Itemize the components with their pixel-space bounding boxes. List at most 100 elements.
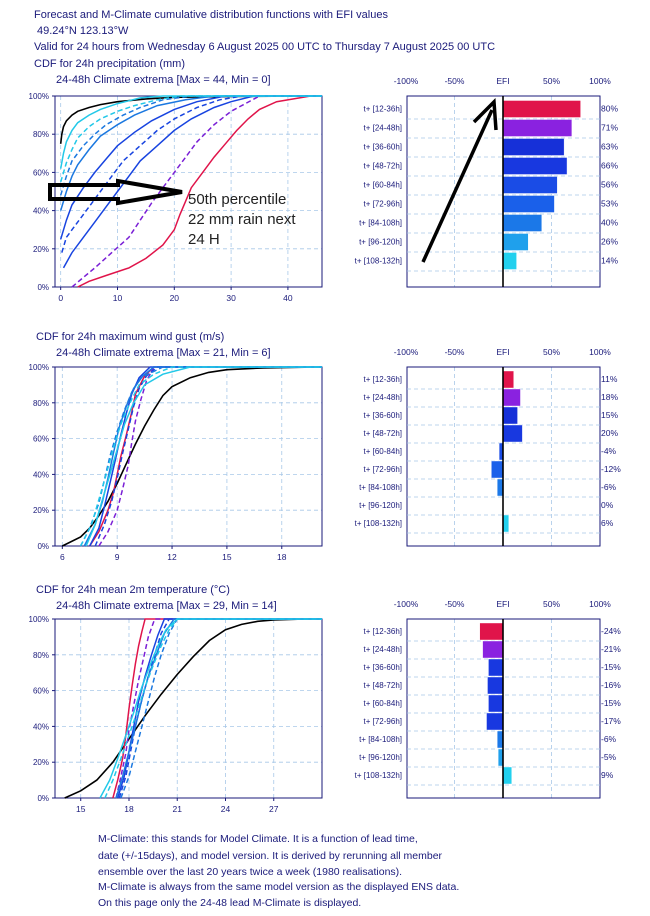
- precip-cdf-efi-row-label: t+ [108-132h]: [355, 257, 402, 266]
- precip-cdf-efi-bar: [502, 176, 558, 194]
- temp-cdf-efi-row-label: t+ [12-36h]: [364, 627, 402, 636]
- annotation-line-1: 50th percentile: [188, 191, 287, 208]
- temp-cdf-efi-row-label: t+ [36-60h]: [364, 663, 402, 672]
- temp-cdf-efi-value: -24%: [601, 626, 621, 636]
- precip-cdf-series-t-36-60h-: [62, 95, 322, 269]
- temp-cdf-xtick-label: 18: [124, 804, 134, 814]
- wind-cdf-ytick-label: 40%: [33, 470, 49, 479]
- temp-cdf-efi-value: -17%: [601, 716, 621, 726]
- wind-cdf-ytick-label: 80%: [33, 399, 49, 408]
- wind-cdf-efi-axis-label: -50%: [445, 347, 465, 357]
- temp-cdf-efi-row-label: t+ [24-48h]: [364, 645, 402, 654]
- wind-cdf-efi-value: 0%: [601, 500, 614, 510]
- wind-cdf-ytick-label: 100%: [29, 363, 49, 372]
- precip-cdf-series-t-60-84h-: [59, 95, 322, 240]
- precip-cdf-efi-row-label: t+ [48-72h]: [364, 162, 402, 171]
- precip-cdf-efi-row-label: t+ [60-84h]: [364, 181, 402, 190]
- precip-cdf-efi-bar: [502, 157, 568, 175]
- temp-cdf-xtick-label: 15: [76, 804, 86, 814]
- temp-cdf-series-t-72-96h-: [120, 618, 322, 799]
- annotation-line-2: 22 mm rain next: [188, 211, 296, 228]
- temp-cdf-efi-value: -15%: [601, 698, 621, 708]
- wind-cdf-efi-row-label: t+ [84-108h]: [359, 483, 402, 492]
- precip-cdf-xtick-label: 20: [170, 293, 180, 303]
- precip-cdf-efi-value: 53%: [601, 199, 618, 209]
- precip-cdf-efi-row-label: t+ [36-60h]: [364, 143, 402, 152]
- wind-cdf-efi-row-label: t+ [72-96h]: [364, 465, 402, 474]
- temp-subtitle: 24-48h Climate extrema [Max = 29, Min = …: [56, 600, 277, 612]
- temp-cdf-efi-bar: [496, 730, 504, 749]
- footer-line-5: On this page only the 24-48 lead M-Clima…: [98, 897, 362, 909]
- precip-cdf-efi-row-label: t+ [72-96h]: [364, 200, 402, 209]
- temp-cdf-efi-bar: [486, 712, 504, 731]
- wind-cdf-xtick-label: 18: [277, 552, 287, 562]
- annotation-line-3: 24 H: [188, 231, 220, 248]
- temp-cdf-ytick-label: 100%: [29, 615, 49, 624]
- wind-cdf-efi-bar: [502, 388, 521, 407]
- temp-title: CDF for 24h mean 2m temperature (°C): [36, 584, 230, 596]
- precip-cdf-efi-axis-label: 50%: [543, 76, 560, 86]
- precip-cdf-ytick-label: 60%: [33, 168, 49, 177]
- wind-cdf-efi-row-label: t+ [12-36h]: [364, 375, 402, 384]
- temp-cdf-efi-axis-label: 50%: [543, 599, 560, 609]
- temp-cdf-efi-bar: [488, 694, 504, 713]
- temp-cdf-efi-row-label: t+ [60-84h]: [364, 699, 402, 708]
- wind-cdf-ytick-label: 20%: [33, 506, 49, 515]
- wind-cdf-series-t-12-36h-: [89, 366, 322, 547]
- precip-cdf-efi-value: 80%: [601, 104, 618, 114]
- wind-cdf-efi-bar: [502, 424, 523, 443]
- temp-cdf-efi-row-label: t+ [72-96h]: [364, 717, 402, 726]
- temp-cdf-efi-axis-label: -50%: [445, 599, 465, 609]
- precip-cdf-efi-bar: [502, 119, 573, 137]
- precip-subtitle: 24-48h Climate extrema [Max = 44, Min = …: [56, 74, 271, 86]
- wind-cdf-efi-value: 11%: [601, 374, 618, 384]
- wind-title: CDF for 24h maximum wind gust (m/s): [36, 331, 225, 343]
- precip-cdf-efi-row-label: t+ [84-108h]: [359, 219, 402, 228]
- wind-cdf-efi-value: -6%: [601, 482, 617, 492]
- temp-cdf-efi-bar: [482, 640, 504, 659]
- footer-line-2: date (+/-15days), and model version. It …: [98, 850, 443, 862]
- temp-cdf-series-t-24-48h-: [115, 618, 322, 799]
- wind-cdf-efi-row-label: t+ [24-48h]: [364, 393, 402, 402]
- temp-cdf-efi-value: -6%: [601, 734, 617, 744]
- precip-cdf-efi-value: 63%: [601, 142, 618, 152]
- temp-cdf-series-t-84-108h-: [99, 618, 322, 799]
- precip-cdf-series-t-48-72h-: [61, 95, 322, 253]
- wind-cdf-efi-value: -12%: [601, 464, 621, 474]
- precip-cdf-efi-axis-label: EFI: [496, 76, 509, 86]
- precip-cdf-xtick-label: 30: [226, 293, 236, 303]
- temp-cdf-efi-axis-label: EFI: [496, 599, 509, 609]
- precip-cdf-efi-axis-label: 100%: [589, 76, 611, 86]
- precip-cdf-ytick-label: 100%: [29, 92, 49, 101]
- wind-cdf-efi-value: 18%: [601, 392, 618, 402]
- precip-cdf-efi-bar: [502, 233, 529, 251]
- temp-cdf-efi-row-label: t+ [96-120h]: [359, 753, 402, 762]
- precip-cdf-series-t-12-36h-: [77, 95, 322, 288]
- wind-cdf-efi-bar: [502, 406, 518, 425]
- precip-cdf-efi-value: 56%: [601, 180, 618, 190]
- precip-cdf-efi-value: 71%: [601, 123, 618, 133]
- wind-cdf-efi-bar: [502, 514, 510, 533]
- temp-cdf-efi-row-label: t+ [108-132h]: [355, 771, 402, 780]
- precip-cdf-efi-value: 14%: [601, 256, 618, 266]
- temp-cdf-efi-value: -5%: [601, 752, 617, 762]
- wind-cdf-series-t-24-48h-: [98, 366, 322, 547]
- header-validity: Valid for 24 hours from Wednesday 6 Augu…: [34, 41, 496, 53]
- temp-cdf-series-t-96-120h-: [104, 618, 322, 799]
- wind-cdf-efi-value: 20%: [601, 428, 618, 438]
- wind-cdf-efi-value: 6%: [601, 518, 614, 528]
- wind-cdf-efi-value: 15%: [601, 410, 618, 420]
- precip-cdf-efi-bar: [502, 214, 542, 232]
- wind-cdf-efi-value: -4%: [601, 446, 617, 456]
- wind-cdf-efi-bar: [496, 478, 504, 497]
- footer-line-4: M-Climate is always from the same model …: [98, 881, 460, 893]
- wind-cdf-ytick-label: 60%: [33, 435, 49, 444]
- wind-cdf-xtick-label: 9: [115, 552, 120, 562]
- wind-cdf-efi-row-label: t+ [96-120h]: [359, 501, 402, 510]
- wind-cdf-series-t-48-72h-: [94, 366, 322, 547]
- precip-cdf-xtick-label: 10: [113, 293, 123, 303]
- precip-cdf-xtick-label: 40: [283, 293, 293, 303]
- temp-cdf-series-t-36-60h-: [116, 618, 322, 799]
- wind-cdf-efi-axis-label: 50%: [543, 347, 560, 357]
